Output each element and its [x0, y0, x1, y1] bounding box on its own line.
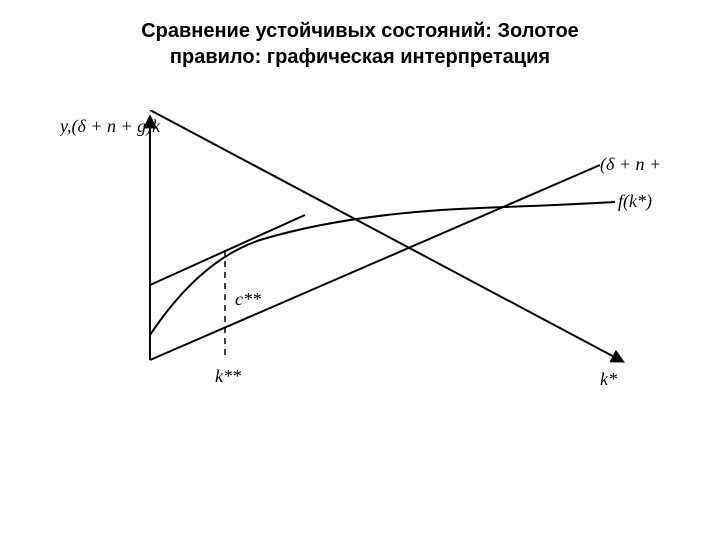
y-axis-label: y,(δ + n + g)k	[60, 116, 161, 137]
c-double-star-label: c**	[235, 289, 261, 309]
tangent-line	[150, 215, 305, 285]
x-axis	[150, 110, 620, 360]
page: Сравнение устойчивых состояний: Золотое …	[0, 0, 720, 540]
break-even-line-label: (δ + n + g)k*	[600, 154, 660, 175]
x-axis-label: k*	[600, 369, 617, 389]
title-line-1: Сравнение устойчивых состояний: Золотое	[0, 18, 720, 44]
title-line-2: правило: графическая интерпретация	[0, 44, 720, 70]
production-curve	[150, 202, 615, 335]
page-title: Сравнение устойчивых состояний: Золотое …	[0, 18, 720, 70]
production-curve-label: f(k*)	[618, 191, 652, 212]
chart-svg: y,(δ + n + g)k (δ + n + g)k* f(k*) c** k…	[60, 110, 660, 410]
golden-rule-chart: y,(δ + n + g)k (δ + n + g)k* f(k*) c** k…	[60, 110, 660, 410]
k-double-star-label: k**	[215, 366, 241, 386]
